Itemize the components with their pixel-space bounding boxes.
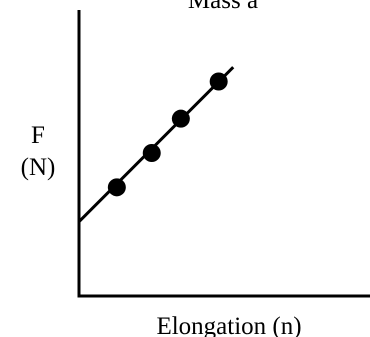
x-axis-label: Elongation (n) <box>156 313 301 337</box>
data-point-4 <box>209 72 228 91</box>
plot-area <box>77 10 370 298</box>
data-point-3 <box>171 109 190 128</box>
y-axis-label-symbol: F <box>31 122 45 149</box>
data-point-1 <box>107 178 126 197</box>
fit-line <box>77 66 235 223</box>
chart-title: Mass a <box>188 0 258 14</box>
data-point-2 <box>142 144 161 162</box>
y-axis-label-unit: (N) <box>21 154 56 181</box>
